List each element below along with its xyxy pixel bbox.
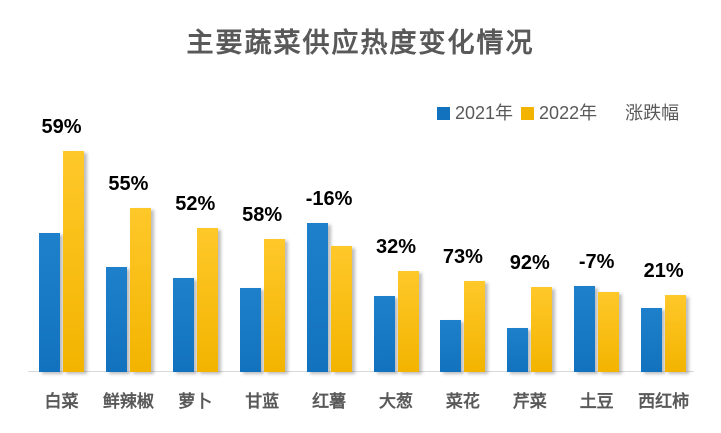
bar-2021-白菜 bbox=[39, 233, 60, 372]
bar-2022-芹菜 bbox=[531, 287, 553, 372]
category-label-芹菜: 芹菜 bbox=[512, 392, 547, 411]
category-label-大葱: 大葱 bbox=[379, 392, 413, 411]
category-label-萝卜: 萝卜 bbox=[178, 392, 213, 411]
bar-2021-鲜辣椒 bbox=[105, 267, 127, 372]
category-label-土豆: 土豆 bbox=[579, 392, 614, 411]
change-label-萝卜: 52% bbox=[175, 193, 216, 216]
legend-swatch-2022-icon bbox=[521, 106, 535, 120]
legend-item-2022: 2022年 bbox=[521, 99, 597, 125]
change-label-西红柿: 21% bbox=[643, 259, 684, 282]
bar-2021-红薯 bbox=[306, 223, 328, 372]
x-axis-line bbox=[28, 371, 694, 372]
category-label-鲜辣椒: 鲜辣椒 bbox=[102, 392, 154, 411]
bar-2022-鲜辣椒 bbox=[129, 208, 151, 372]
category-label-西红柿: 西红柿 bbox=[638, 392, 690, 411]
bar-2021-甘蓝 bbox=[239, 288, 261, 372]
chart-title: 主要蔬菜供应热度变化情况 bbox=[186, 28, 535, 58]
change-label-鲜辣椒: 55% bbox=[108, 173, 149, 196]
bar-2022-土豆 bbox=[598, 292, 620, 372]
bar-2022-大葱 bbox=[397, 271, 419, 372]
legend-item-2021: 2021年 bbox=[437, 99, 513, 125]
change-label-白菜: 59% bbox=[41, 116, 82, 138]
bar-2022-西红柿 bbox=[665, 295, 687, 372]
bar-2021-菜花 bbox=[440, 320, 462, 372]
legend-swatch-2021-icon bbox=[437, 106, 450, 120]
bar-2021-大葱 bbox=[373, 296, 395, 372]
change-label-红薯: -16% bbox=[305, 187, 353, 210]
category-label-红薯: 红薯 bbox=[312, 392, 347, 411]
legend: 2021年 2022年 涨跌幅 bbox=[437, 99, 679, 125]
bar-2022-红薯 bbox=[330, 246, 352, 372]
bar-2021-芹菜 bbox=[507, 328, 529, 372]
category-label-甘蓝: 甘蓝 bbox=[245, 392, 280, 411]
category-label-菜花: 菜花 bbox=[445, 392, 480, 411]
legend-label-change: 涨跌幅 bbox=[625, 103, 680, 123]
bar-2021-萝卜 bbox=[172, 278, 194, 372]
bar-2021-西红柿 bbox=[641, 308, 663, 372]
change-label-土豆: -7% bbox=[578, 250, 615, 273]
legend-label-2022: 2022年 bbox=[539, 103, 598, 123]
change-label-芹菜: 92% bbox=[509, 251, 550, 274]
legend-label-2021: 2021年 bbox=[455, 103, 514, 123]
bar-2022-菜花 bbox=[464, 281, 486, 372]
change-label-大葱: 32% bbox=[375, 236, 417, 259]
change-label-甘蓝: 58% bbox=[242, 204, 283, 227]
category-label-白菜: 白菜 bbox=[44, 392, 79, 411]
change-label-菜花: 73% bbox=[442, 246, 483, 269]
bar-2022-白菜 bbox=[63, 151, 84, 372]
bar-2022-萝卜 bbox=[196, 228, 218, 372]
bar-2022-甘蓝 bbox=[263, 239, 285, 372]
bar-2021-土豆 bbox=[574, 286, 596, 372]
